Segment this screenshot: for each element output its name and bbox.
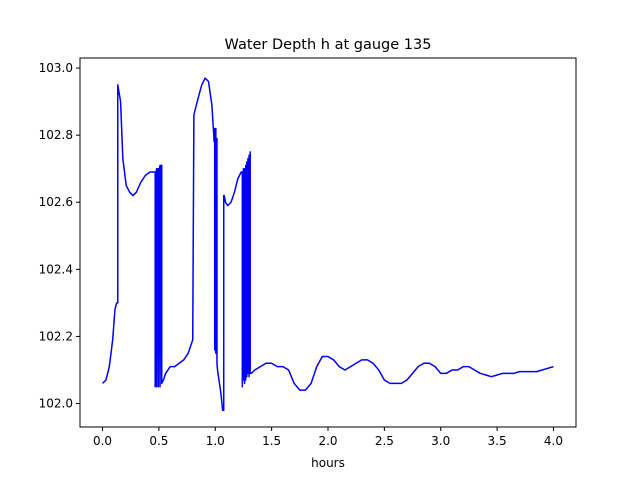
chart-title: Water Depth h at gauge 135 — [225, 37, 432, 53]
y-tick-label: 102.6 — [39, 195, 73, 209]
x-tick-label: 1.0 — [206, 434, 225, 448]
plot-frame — [79, 57, 577, 428]
x-tick-label: 0.0 — [93, 434, 112, 448]
series-layer — [102, 77, 554, 411]
y-tick-label: 102.8 — [39, 128, 73, 142]
y-tick-label: 102.4 — [39, 262, 73, 276]
x-tick-label: 1.5 — [262, 434, 281, 448]
x-tick-label: 4.0 — [544, 434, 563, 448]
x-axis: 0.0 0.5 1.0 1.5 2.0 2.5 3.0 3.5 4.0 — [93, 427, 563, 448]
series-line-0 — [102, 77, 554, 411]
y-tick-label: 102.2 — [39, 329, 73, 343]
x-tick-label: 2.5 — [375, 434, 394, 448]
x-tick-label: 3.0 — [431, 434, 450, 448]
y-tick-label: 103.0 — [39, 61, 73, 75]
x-tick-label: 0.5 — [149, 434, 168, 448]
y-axis: 102.0 102.2 102.4 102.6 102.8 103.0 — [39, 61, 80, 411]
x-axis-label: hours — [311, 456, 345, 470]
x-tick-label: 2.0 — [318, 434, 337, 448]
x-tick-label: 3.5 — [488, 434, 507, 448]
y-tick-label: 102.0 — [39, 397, 73, 411]
